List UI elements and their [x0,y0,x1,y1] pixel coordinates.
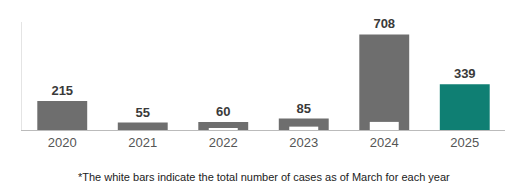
svg-text:215: 215 [51,83,73,98]
svg-text:708: 708 [373,16,395,31]
svg-text:2024: 2024 [370,135,399,150]
svg-text:*The white bars indicate the t: *The white bars indicate the total numbe… [78,171,450,183]
svg-text:2025: 2025 [450,135,479,150]
svg-text:60: 60 [216,104,230,119]
svg-text:85: 85 [297,101,311,116]
svg-text:339: 339 [454,66,476,81]
svg-text:2022: 2022 [209,135,238,150]
svg-text:55: 55 [136,105,150,120]
svg-text:2023: 2023 [289,135,318,150]
svg-text:2021: 2021 [128,135,157,150]
svg-text:2020: 2020 [48,135,77,150]
